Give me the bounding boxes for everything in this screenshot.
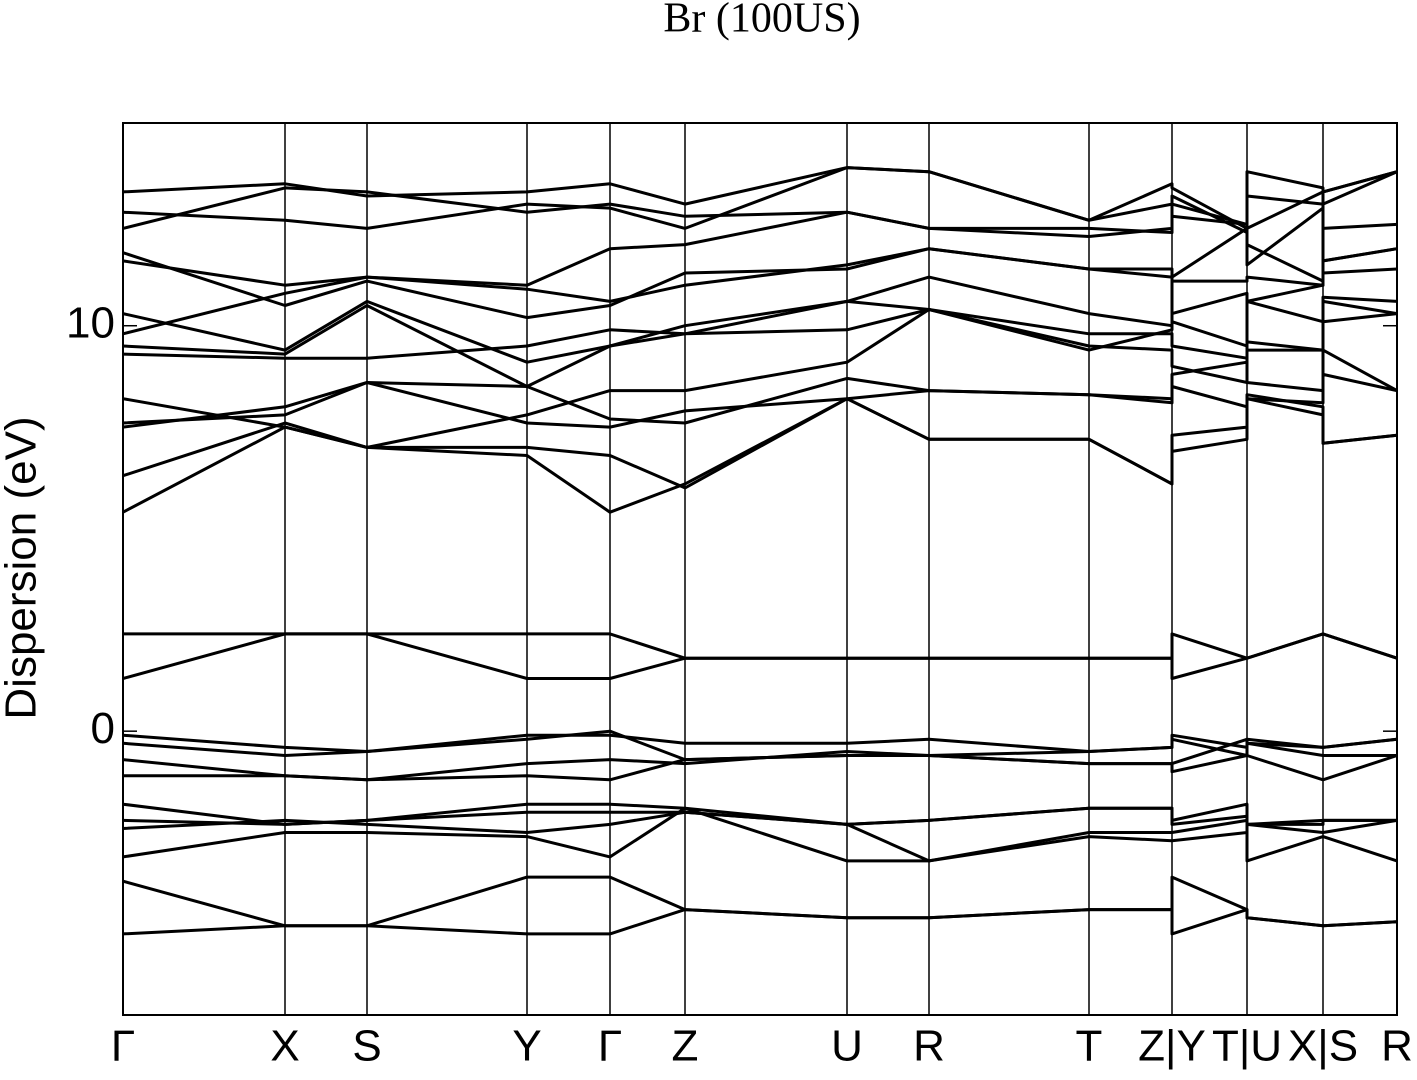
- y-tick-label: 10: [66, 298, 115, 347]
- band-line: [122, 372, 1398, 429]
- band-line: [122, 166, 1398, 283]
- x-tick-label: X: [270, 1022, 299, 1071]
- band-line: [122, 170, 1398, 234]
- x-tick-label: Γ: [111, 1022, 135, 1071]
- band-line: [122, 397, 1398, 514]
- x-tick-label: Z|Y: [1138, 1022, 1206, 1071]
- band-line: [122, 308, 1398, 360]
- x-tick-label: Γ: [598, 1022, 622, 1071]
- y-tick-label: 0: [91, 704, 115, 753]
- x-tick-label: Z: [672, 1022, 699, 1071]
- band-line: [123, 737, 1398, 782]
- band-line: [122, 908, 1398, 936]
- band-line: [122, 295, 1398, 388]
- x-tick-label: T: [1076, 1022, 1103, 1071]
- x-tick-label: T|U: [1212, 1022, 1282, 1071]
- band-line: [122, 875, 1398, 928]
- chart-title: Br (100US): [663, 0, 860, 42]
- band-line: [122, 267, 1398, 364]
- band-line: [122, 247, 1398, 320]
- band-line: [122, 810, 1398, 863]
- x-tick-label: R: [913, 1022, 945, 1071]
- y-axis-label: Dispersion (eV): [0, 416, 46, 719]
- band-line: [122, 729, 1397, 762]
- band-line: [122, 393, 1398, 490]
- band-line: [122, 806, 1398, 863]
- x-tick-label: R: [1381, 1022, 1413, 1071]
- band-line: [122, 348, 1398, 425]
- x-tick-label: Y: [512, 1022, 541, 1071]
- band-line: [123, 632, 1398, 660]
- band-line: [122, 733, 1398, 753]
- band-line: [122, 190, 1398, 287]
- band-line: [122, 299, 1398, 449]
- band-line: [122, 632, 1398, 680]
- x-tick-label: U: [831, 1022, 863, 1071]
- x-tick-label: S: [352, 1022, 381, 1071]
- x-tick-label: X|S: [1288, 1022, 1358, 1071]
